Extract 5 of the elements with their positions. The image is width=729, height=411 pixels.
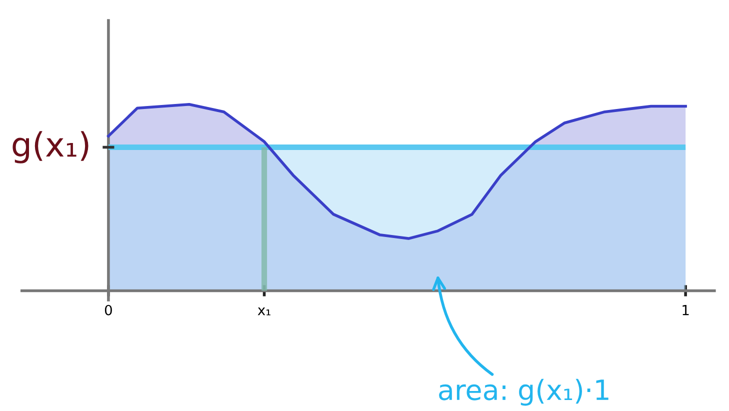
x-tick-label: x₁ xyxy=(258,308,270,316)
text: area: g(x₁)·1 xyxy=(439,378,608,406)
x-tick-label: 1 xyxy=(682,305,689,316)
x-tick-label: 0 xyxy=(104,304,112,316)
ref-line-label: g(x₁) xyxy=(12,131,88,164)
